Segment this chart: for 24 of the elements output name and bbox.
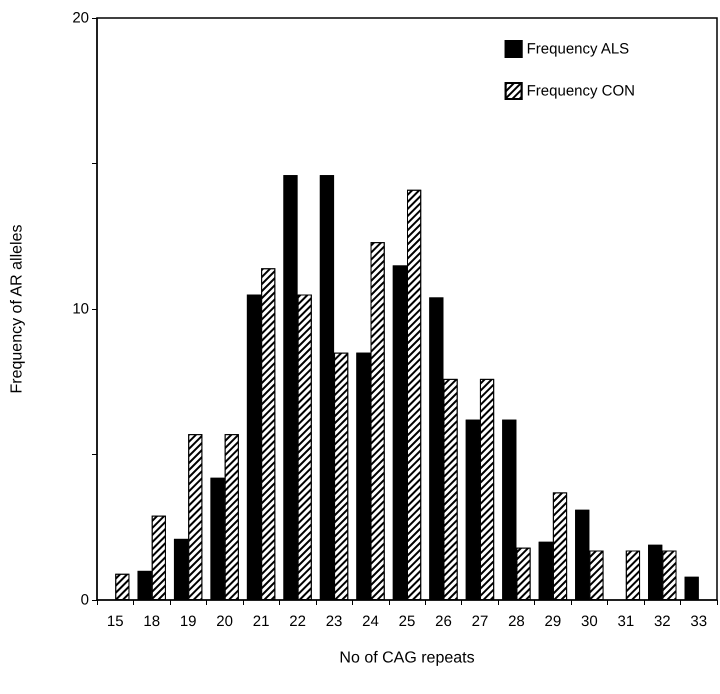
- x-tick-label: 33: [690, 613, 708, 630]
- x-tick-label: 18: [143, 613, 160, 630]
- y-tick-label: 20: [72, 10, 89, 26]
- x-tick-label: 26: [435, 613, 452, 630]
- x-tick-label: 29: [544, 613, 562, 630]
- x-tick-label: 21: [252, 613, 270, 630]
- x-tick-label: 28: [508, 613, 525, 630]
- y-tick-label: 10: [72, 300, 89, 318]
- y-axis-title: Frequency of AR alleles: [8, 224, 26, 394]
- x-tick-label: 27: [472, 613, 488, 630]
- x-tick-label: 15: [106, 613, 124, 630]
- x-tick-label: 31: [617, 613, 634, 630]
- x-axis-title: No of CAG repeats: [339, 650, 475, 666]
- x-tick-label: 32: [654, 613, 671, 630]
- x-tick-label: 20: [216, 613, 233, 630]
- x-tick-label: 22: [289, 613, 306, 630]
- x-tick-label: 25: [398, 613, 416, 630]
- x-tick-label: 23: [326, 613, 342, 630]
- legend-label: Frequency ALS: [526, 40, 630, 58]
- y-tick-label: 0: [80, 592, 89, 608]
- x-tick-label: 24: [362, 613, 379, 630]
- legend-label: Frequency CON: [526, 82, 636, 100]
- x-tick-label: 30: [581, 613, 598, 630]
- x-tick-label: 19: [180, 613, 197, 630]
